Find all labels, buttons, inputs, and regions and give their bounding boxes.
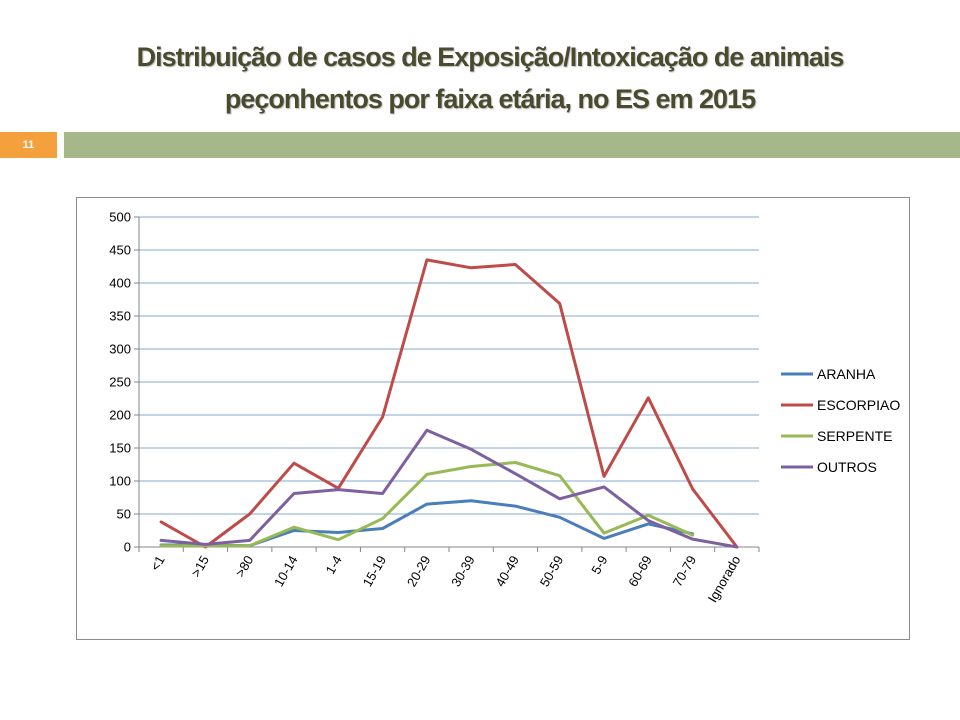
slide-title-line-1: Distribuição de casos de Exposição/Intox… [136,42,845,72]
x-tick-label: >15 [188,553,212,580]
y-tick-label: 450 [109,243,131,258]
series-line-aranha [159,499,695,548]
y-tick-label: 100 [109,474,131,489]
chart-gridlines [139,216,759,515]
y-tick-label: 300 [109,342,131,357]
x-tick-label: 30-39 [448,553,478,589]
legend-label-aranha: ARANHA [817,366,876,382]
legend-label-escorpiao: ESCORPIAO [817,397,900,413]
chart-frame: 0 50 100 150 200 250 300 350 400 450 500 <1 >15 >80 1… [76,197,910,640]
y-tick-label: 150 [109,441,131,456]
legend-label-outros: OUTROS [817,459,877,475]
x-tick-label: 50-59 [537,553,567,589]
x-tick-label: 1-4 [322,553,344,577]
chart-legend: ARANHA ESCORPIAO SERPENTE OUTROS [781,366,900,475]
y-tick-label: 350 [109,309,131,324]
y-tick-label: 500 [109,210,131,225]
slide-number: 11 [0,132,57,158]
x-tick-label: Ignorado [705,553,744,605]
y-tick-label: 0 [124,540,131,555]
x-tick-label: 60-69 [625,553,655,589]
x-tick-label: 20-29 [404,553,434,589]
chart-series-lines [159,258,739,549]
x-tick-label: <1 [147,553,167,573]
series-line-serpente [159,461,695,548]
series-line-escorpiao [159,258,739,549]
x-tick-label: 10-14 [271,553,301,589]
y-tick-label: 50 [117,507,131,522]
legend-label-serpente: SERPENTE [817,428,892,444]
title-divider-bar [64,132,960,158]
x-tick-label: 40-49 [492,553,522,589]
line-chart: 0 50 100 150 200 250 300 350 400 450 500 <1 >15 >80 1… [109,210,900,605]
x-tick-label: 5-9 [588,553,610,577]
y-tick-label: 200 [109,408,131,423]
y-tick-label: 400 [109,276,131,291]
x-tick-label: >80 [232,553,256,580]
x-tick-label: 15-19 [360,553,390,589]
x-axis-ticks: <1 >15 >80 10-14 1-4 15-19 20-29 30-39 40-49 50-5… [138,547,760,605]
slide-title-line-2: peçonhentos por faixa etária, no ES em 2… [224,84,756,114]
series-line-outros [159,428,739,549]
y-tick-label: 250 [109,375,131,390]
x-tick-label: 70-79 [670,553,700,589]
y-axis-ticks: 0 50 100 150 200 250 300 350 400 450 500 [109,210,139,555]
slide-title: Distribuição de casos de Exposição/Intox… [60,36,920,120]
